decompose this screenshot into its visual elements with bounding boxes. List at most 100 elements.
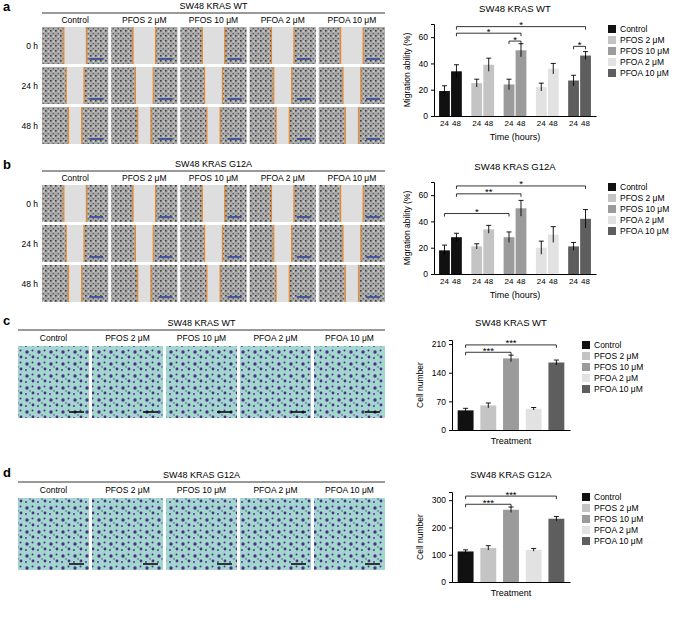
legend-label: Control <box>594 492 622 502</box>
scale-bar <box>228 98 242 100</box>
scale-bar <box>291 411 306 413</box>
wound-edge <box>289 107 290 144</box>
x-axis <box>453 430 571 431</box>
wound-edge <box>273 225 274 262</box>
bar <box>548 363 564 431</box>
wound-edge <box>206 265 207 302</box>
significance-label: *** <box>483 497 494 508</box>
wound-edge <box>289 265 290 302</box>
legend-swatch <box>608 69 616 77</box>
y-tick: 20 <box>419 243 434 253</box>
wound-edge <box>345 265 346 302</box>
bar <box>458 551 474 582</box>
wound-edge <box>224 27 225 64</box>
y-axis-line <box>431 25 435 117</box>
row-label: 0 h <box>26 199 38 209</box>
bar <box>526 550 542 582</box>
wound-gap <box>341 185 364 222</box>
wound-gap <box>276 107 289 144</box>
scale-bar <box>366 296 380 298</box>
column-label: PFOS 10 μM <box>177 485 226 495</box>
legend-label: Control <box>594 340 622 350</box>
wound-gap <box>341 27 364 64</box>
bar <box>458 410 474 430</box>
x-tick-label: 24 <box>569 277 578 286</box>
figure-svg: aSW48 KRAS WTControlPFOS 2 μMPFOS 10 μMP… <box>0 0 696 623</box>
micrograph <box>180 225 246 262</box>
wound-gap <box>205 225 223 262</box>
y-axis: 070140210 <box>432 339 453 435</box>
wound-gap <box>345 107 358 144</box>
bar <box>451 71 462 116</box>
y-tick: 100 <box>432 550 452 560</box>
legend-swatch <box>608 36 616 44</box>
image-panel: bSW48 KRAS G12AControlPFOS 2 μMPFOS 10 μ… <box>3 157 385 302</box>
y-tick-label: 0 <box>423 111 428 121</box>
legend-swatch <box>582 363 590 371</box>
y-tick: 0 <box>423 111 434 121</box>
wound-gap <box>207 265 220 302</box>
y-tick: 140 <box>432 368 452 378</box>
wound-edge <box>63 27 64 64</box>
micrograph <box>111 185 177 222</box>
error-cap <box>507 231 512 232</box>
x-tick-label: 24 <box>472 119 481 128</box>
legend-label: PFOS 2 μM <box>594 503 639 513</box>
micrograph <box>92 346 163 418</box>
wound-edge <box>342 225 343 262</box>
legend-label: PFOA 2 μM <box>620 57 664 67</box>
column-label: PFOS 2 μM <box>105 333 150 343</box>
legend-swatch <box>582 385 590 393</box>
scale-bar <box>228 58 242 60</box>
column-label: Control <box>40 485 68 495</box>
scale-bar <box>158 296 172 298</box>
column-label: Control <box>40 333 68 343</box>
scale-bar <box>217 563 232 565</box>
legend-swatch <box>582 515 590 523</box>
scale-bar <box>89 216 103 218</box>
x-axis-title: Treatment <box>491 588 532 598</box>
legend: ControlPFOS 2 μMPFOS 10 μMPFOA 2 μMPFOA … <box>582 492 643 546</box>
column-label: PFOS 10 μM <box>189 15 238 25</box>
bar <box>480 405 496 430</box>
wound-edge <box>340 185 341 222</box>
y-tick-mark <box>449 500 452 501</box>
micrograph <box>250 185 316 222</box>
column-label: PFOA 2 μM <box>261 173 305 183</box>
error-cap <box>554 516 559 517</box>
error-cap <box>442 245 447 246</box>
wound-edge <box>155 27 156 64</box>
y-tick-mark <box>449 373 452 374</box>
wound-gap <box>135 225 153 262</box>
y-tick-label: 210 <box>432 339 446 349</box>
micrograph <box>42 265 108 302</box>
title-rule <box>18 330 385 331</box>
wound-edge <box>291 67 292 104</box>
chart-panel: 0100200300SW48 KRAS G12ATreatmentCell nu… <box>415 469 644 598</box>
error-bar <box>465 550 466 553</box>
bar <box>503 510 519 582</box>
x-axis <box>435 116 597 117</box>
wound-edge <box>275 107 276 144</box>
row-label: 48 h <box>21 279 38 289</box>
x-tick-label: 48 <box>549 277 558 286</box>
legend-label: PFOS 10 μM <box>594 514 643 524</box>
error-cap <box>486 403 491 404</box>
bar <box>580 56 591 116</box>
bar <box>548 519 564 582</box>
error-cap <box>539 241 544 242</box>
chart-title: SW48 KRAS WT <box>475 317 547 328</box>
wound-edge <box>66 225 67 262</box>
x-tick-label: 24 <box>440 277 449 286</box>
micrograph <box>240 346 311 418</box>
x-tick-label: 48 <box>581 277 590 286</box>
legend-label: PFOS 2 μM <box>594 351 639 361</box>
plot-area <box>439 200 591 274</box>
bar <box>526 409 542 430</box>
y-tick: 40 <box>419 59 434 69</box>
column-label: PFOA 2 μM <box>261 15 305 25</box>
error-bar <box>511 507 512 512</box>
legend-swatch <box>582 374 590 382</box>
legend-swatch <box>608 205 616 213</box>
bar <box>516 50 527 116</box>
